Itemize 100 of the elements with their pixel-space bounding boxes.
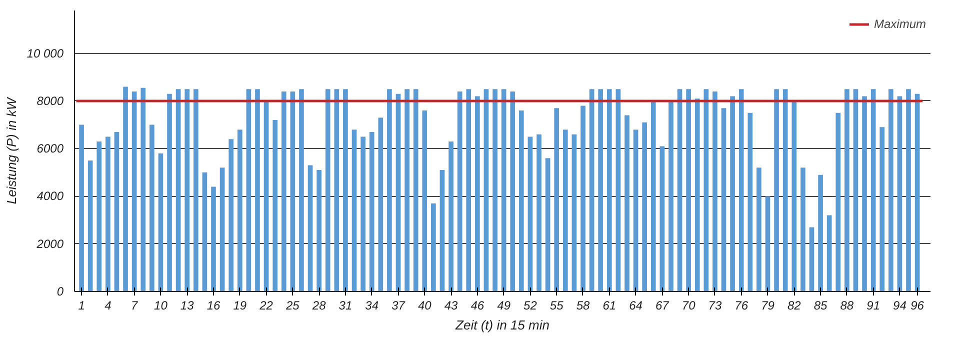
bar xyxy=(369,132,374,292)
bar xyxy=(272,120,278,292)
bar xyxy=(299,89,304,292)
bar xyxy=(888,89,894,292)
x-tick-label: 31 xyxy=(338,298,352,312)
bar xyxy=(818,174,823,292)
bar xyxy=(668,100,674,292)
x-tick-label: 91 xyxy=(866,298,880,312)
y-tick-label: 2000 xyxy=(36,236,64,251)
bar xyxy=(492,89,498,292)
bar xyxy=(712,91,718,292)
bar xyxy=(167,94,172,292)
y-tick-label: 10 000 xyxy=(26,46,64,60)
bar xyxy=(290,91,296,292)
bar xyxy=(536,134,542,292)
x-tick-label: 28 xyxy=(311,298,326,312)
bar xyxy=(440,170,445,292)
bar xyxy=(484,89,489,292)
bar xyxy=(431,203,436,292)
x-tick-label: 88 xyxy=(840,298,854,312)
bar xyxy=(862,96,867,292)
bar xyxy=(721,108,726,292)
bar xyxy=(396,94,401,292)
bar xyxy=(114,132,120,292)
bar xyxy=(694,98,700,292)
bar xyxy=(106,136,110,292)
bar xyxy=(624,115,630,292)
bar xyxy=(677,89,682,292)
x-tick-label: 96 xyxy=(910,298,924,312)
x-tick-label: 7 xyxy=(130,298,139,312)
bar xyxy=(220,168,225,292)
x-tick-label: 85 xyxy=(814,298,828,312)
bar xyxy=(88,160,93,292)
x-tick-label: 61 xyxy=(602,298,616,312)
x-tick-label: 13 xyxy=(180,298,194,312)
bar xyxy=(378,118,384,292)
y-axis-title: Leistung (P) in kW xyxy=(4,96,19,204)
bar xyxy=(475,96,480,292)
x-tick-label: 73 xyxy=(708,298,722,312)
bar xyxy=(316,170,322,292)
bar xyxy=(836,112,841,292)
x-tick-label: 4 xyxy=(104,298,112,312)
x-tick-label: 10 xyxy=(154,298,168,312)
bar xyxy=(853,89,858,292)
bar xyxy=(554,108,560,292)
bar xyxy=(334,89,340,292)
bar xyxy=(650,100,656,292)
bar xyxy=(844,89,850,292)
x-tick-label: 40 xyxy=(418,298,432,312)
bar xyxy=(562,130,568,292)
bar xyxy=(792,100,797,292)
bar xyxy=(606,89,612,292)
bar xyxy=(281,91,286,292)
bar xyxy=(202,172,208,292)
bar xyxy=(123,86,128,292)
bar xyxy=(360,136,366,292)
bar xyxy=(686,89,691,292)
bar xyxy=(308,165,313,292)
bar xyxy=(545,158,550,292)
bar xyxy=(422,110,428,292)
bar xyxy=(264,100,269,292)
bar xyxy=(404,89,410,292)
x-tick-label: 94 xyxy=(893,298,907,312)
x-tick-label: 55 xyxy=(550,298,564,312)
bar xyxy=(211,186,216,292)
bar xyxy=(870,89,876,292)
bar xyxy=(413,89,418,292)
bar xyxy=(598,89,604,292)
bar xyxy=(704,89,709,292)
x-tick-label: 19 xyxy=(233,298,247,312)
x-tick-label: 22 xyxy=(258,298,274,312)
bar xyxy=(352,130,357,292)
bar xyxy=(809,227,814,292)
x-tick-label: 1 xyxy=(78,298,85,312)
bar xyxy=(158,153,164,292)
bar xyxy=(756,168,762,292)
bar xyxy=(748,112,753,292)
x-tick-label: 70 xyxy=(682,298,696,312)
bar xyxy=(580,106,586,292)
bar xyxy=(518,110,524,292)
x-tick-label: 46 xyxy=(470,298,484,312)
bar xyxy=(510,91,516,292)
bar xyxy=(572,134,577,292)
bar xyxy=(765,196,770,292)
bar xyxy=(528,136,533,292)
x-tick-label: 82 xyxy=(787,298,802,312)
x-tick-label: 67 xyxy=(656,298,670,312)
bar xyxy=(96,141,102,292)
bar xyxy=(914,94,920,292)
bar xyxy=(387,89,392,292)
bar xyxy=(325,89,330,292)
bar xyxy=(184,89,190,292)
bar xyxy=(906,89,911,292)
y-tick-label: 6000 xyxy=(36,142,64,156)
bar xyxy=(738,89,744,292)
x-tick-label: 43 xyxy=(444,298,458,312)
legend-label: Maximum xyxy=(874,17,926,31)
bar xyxy=(660,146,665,292)
bar xyxy=(228,139,234,292)
bar xyxy=(79,124,84,292)
